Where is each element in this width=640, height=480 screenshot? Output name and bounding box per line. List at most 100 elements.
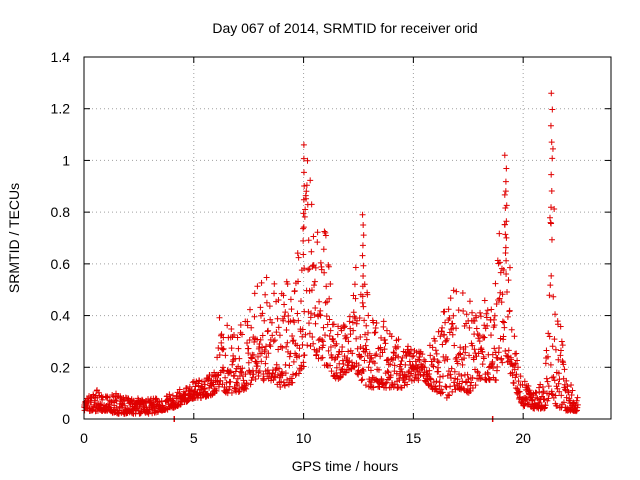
data-point	[498, 355, 505, 362]
data-point	[228, 369, 235, 376]
data-point	[544, 378, 551, 385]
data-point	[488, 306, 495, 313]
data-point	[484, 322, 491, 329]
y-tick-label: 0.4	[51, 308, 71, 324]
data-point	[422, 358, 429, 365]
data-point	[445, 391, 452, 398]
data-point	[463, 311, 470, 318]
data-point	[548, 204, 555, 211]
data-point	[360, 221, 367, 228]
data-point	[282, 370, 289, 377]
data-point	[564, 383, 571, 390]
data-point	[314, 229, 321, 236]
data-point	[280, 292, 287, 299]
data-point	[511, 333, 518, 340]
data-point	[474, 368, 481, 375]
data-point	[474, 331, 481, 338]
data-point	[473, 325, 480, 332]
data-point	[476, 338, 483, 345]
data-point	[300, 155, 307, 162]
data-point	[469, 309, 476, 316]
data-point	[242, 371, 249, 378]
data-point	[464, 371, 471, 378]
data-point	[479, 348, 486, 355]
data-point	[469, 385, 476, 392]
data-point	[499, 359, 506, 366]
data-point	[358, 377, 365, 384]
data-point	[308, 287, 315, 294]
data-point	[421, 364, 428, 371]
data-point	[236, 355, 243, 362]
data-point	[398, 384, 405, 391]
data-point	[227, 368, 234, 375]
data-point	[495, 260, 502, 267]
data-point	[362, 342, 369, 349]
data-point	[565, 389, 572, 396]
data-point	[243, 385, 250, 392]
data-point	[271, 280, 278, 287]
data-point	[290, 337, 297, 344]
data-point	[349, 319, 356, 326]
data-point	[300, 251, 307, 258]
data-point	[89, 406, 96, 413]
data-point	[321, 269, 328, 276]
data-point	[279, 368, 286, 375]
data-point	[295, 278, 302, 285]
data-point	[379, 349, 386, 356]
data-point	[319, 336, 326, 343]
data-point	[503, 202, 510, 209]
data-point	[429, 361, 436, 368]
data-point	[502, 244, 509, 251]
data-point	[296, 345, 303, 352]
data-point	[550, 373, 557, 380]
data-point	[300, 224, 307, 231]
data-point	[485, 375, 492, 382]
data-point	[351, 313, 358, 320]
data-point	[282, 361, 289, 368]
data-point	[437, 373, 444, 380]
data-point	[353, 335, 360, 342]
data-point	[322, 229, 329, 236]
data-point	[228, 389, 235, 396]
data-point	[276, 365, 283, 372]
data-point	[472, 382, 479, 389]
data-point	[325, 347, 332, 354]
data-point	[265, 350, 272, 357]
data-point	[319, 354, 326, 361]
data-point	[398, 366, 405, 373]
data-point	[385, 361, 392, 368]
data-point	[502, 347, 509, 354]
data-point	[508, 326, 515, 333]
data-point	[263, 274, 270, 281]
data-point	[355, 362, 362, 369]
data-point	[377, 353, 384, 360]
data-point	[280, 379, 287, 386]
data-point	[441, 357, 448, 364]
x-axis-label: GPS time / hours	[292, 458, 399, 474]
data-point	[311, 282, 318, 289]
data-point	[231, 372, 238, 379]
data-point	[320, 246, 327, 253]
data-point	[271, 290, 278, 297]
data-point	[136, 405, 143, 412]
data-point	[437, 333, 444, 340]
data-point	[257, 304, 264, 311]
data-point	[210, 381, 217, 388]
data-point	[320, 342, 327, 349]
data-point	[505, 277, 512, 284]
data-point	[429, 344, 436, 351]
data-point	[354, 317, 361, 324]
data-point	[346, 358, 353, 365]
data-point	[280, 317, 287, 324]
data-point	[255, 353, 262, 360]
data-point	[359, 252, 366, 259]
data-point	[296, 353, 303, 360]
data-point	[368, 379, 375, 386]
data-point	[302, 331, 309, 338]
data-point	[250, 371, 257, 378]
x-tick-label: 15	[406, 430, 422, 446]
data-point	[360, 303, 367, 310]
data-point	[549, 391, 556, 398]
data-point	[217, 377, 224, 384]
data-point	[547, 122, 554, 129]
